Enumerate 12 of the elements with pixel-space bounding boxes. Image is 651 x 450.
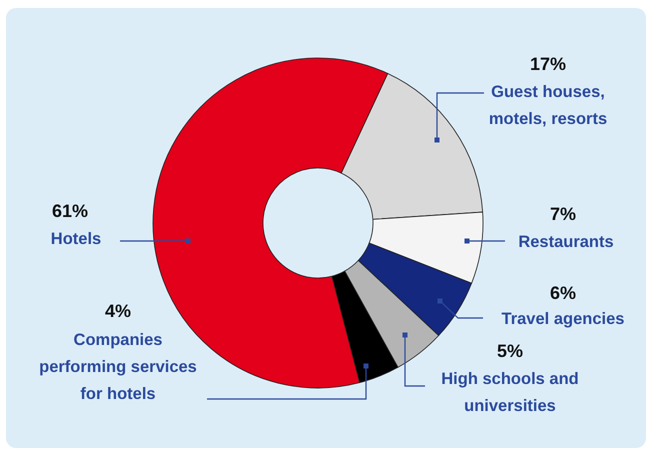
slice-label: Restaurants xyxy=(518,233,614,251)
data-label: 6% xyxy=(550,283,576,303)
data-label: 4% xyxy=(104,301,132,321)
data-label: 61% xyxy=(52,201,88,221)
slice-label: Hotels xyxy=(50,230,102,248)
slice-label: High schools and universities xyxy=(441,370,579,415)
slice-label: Guest houses, motels, resorts xyxy=(488,83,608,128)
data-label: 17% xyxy=(530,54,566,74)
slice-label: Companies performing services for hotels xyxy=(39,331,197,403)
data-label: 5% xyxy=(496,341,524,361)
data-label: 7% xyxy=(550,204,576,224)
slice-label: Travel agencies xyxy=(502,310,624,328)
